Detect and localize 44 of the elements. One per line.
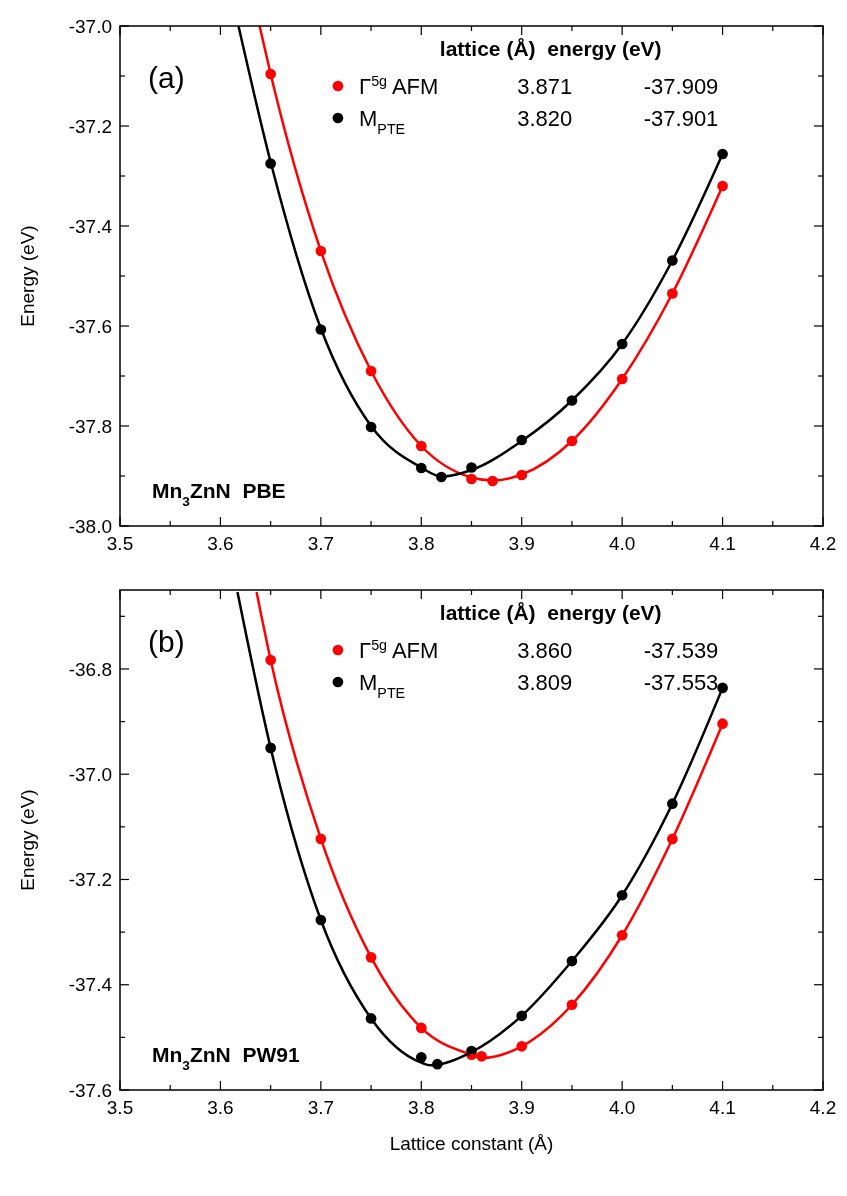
y-tick-label: -37.6 [68, 315, 112, 337]
x-tick-label: 3.9 [508, 533, 535, 554]
x-tick-label: 3.7 [307, 1097, 335, 1118]
x-tick-label: 3.8 [408, 1097, 435, 1118]
annotation: 3.820 [517, 106, 573, 131]
x-tick-label: 4.1 [709, 1097, 736, 1118]
annotation: 3.871 [517, 74, 573, 99]
y-tick-label: -37.4 [68, 974, 113, 996]
x-tick-label: 3.6 [207, 1097, 234, 1118]
x-tick-label: 3.7 [307, 533, 335, 554]
y-axis-title: Energy (eV) [17, 789, 38, 891]
y-tick-label: -37.2 [68, 115, 112, 137]
annotation: Mn$_{3}$ZnN PW91 [152, 1043, 300, 1073]
y-tick-label: -37.8 [68, 415, 112, 437]
y-tick-label: -36.8 [68, 658, 112, 680]
x-tick-label: 3.6 [207, 533, 234, 554]
annotation: (a) [148, 61, 185, 94]
legend-label: Γ$^{5g}$ AFM [359, 637, 439, 663]
annotation: -37.553 [643, 670, 719, 695]
annotation: (b) [148, 625, 185, 658]
x-tick-label: 4.2 [809, 1097, 837, 1118]
x-tick-label: 4.1 [709, 533, 736, 554]
legend-label: M$_{PTE}$ [359, 670, 406, 701]
y-axis-title: Energy (eV) [17, 225, 38, 327]
y-tick-label: -37.0 [68, 15, 112, 37]
annotation: -37.901 [643, 106, 719, 131]
annotation: -37.909 [643, 74, 719, 99]
legend-label: Γ$^{5g}$ AFM [359, 73, 439, 99]
x-tick-label: 4.0 [608, 1097, 636, 1118]
legend-title: lattice (Å) energy (eV) [439, 37, 662, 60]
y-tick-label: -37.2 [68, 869, 112, 891]
x-tick-label: 4.0 [608, 533, 636, 554]
x-axis-title: Lattice constant (Å) [389, 1133, 554, 1154]
legend-title: lattice (Å) energy (eV) [439, 601, 662, 624]
legend-label: M$_{PTE}$ [359, 106, 406, 137]
y-tick-label: -37.0 [68, 763, 112, 785]
annotation: 3.809 [517, 670, 573, 695]
x-tick-label: 3.8 [408, 533, 435, 554]
x-tick-label: 4.2 [809, 533, 837, 554]
y-tick-label: -37.4 [68, 215, 113, 237]
x-tick-label: 3.9 [508, 1097, 535, 1118]
annotation: Mn$_{3}$ZnN PBE [152, 479, 286, 509]
annotation: -37.539 [643, 638, 719, 663]
annotation: 3.860 [517, 638, 573, 663]
